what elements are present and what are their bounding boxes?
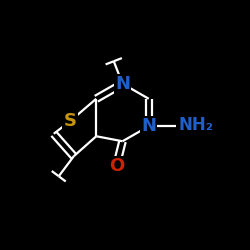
Text: NH₂: NH₂: [179, 116, 214, 134]
Text: N: N: [115, 75, 130, 93]
Text: O: O: [109, 157, 124, 175]
Text: S: S: [64, 112, 76, 130]
Text: N: N: [141, 117, 156, 135]
